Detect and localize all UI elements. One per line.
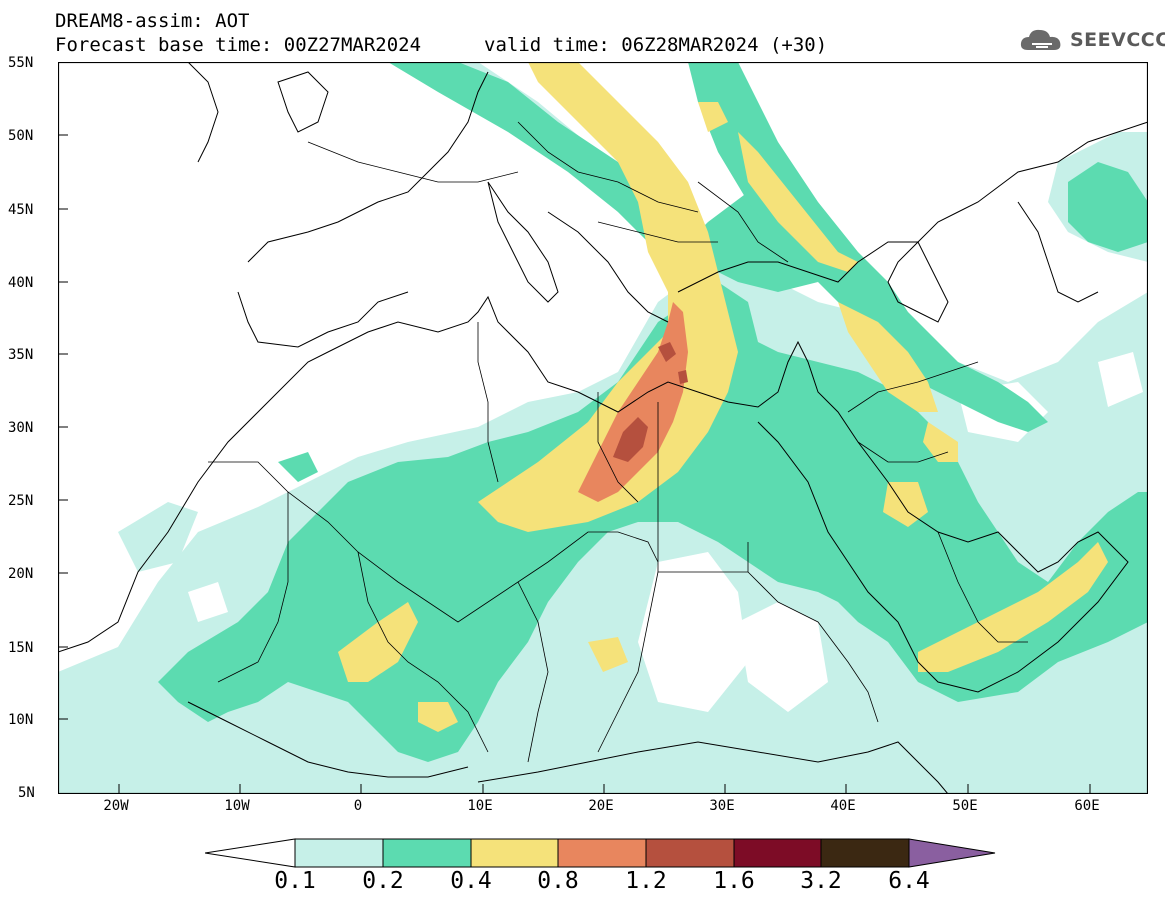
lon-label-10w: 10W bbox=[224, 798, 250, 814]
aot-map bbox=[57, 61, 1149, 795]
lat-label-40n: 40N bbox=[8, 275, 34, 291]
lat-label-50n: 50N bbox=[8, 128, 34, 144]
colorbar-swatch-3 bbox=[557, 838, 647, 868]
lat-label-15n: 15N bbox=[8, 640, 34, 656]
colorbar-under-arrow bbox=[204, 838, 296, 868]
colorbar-swatch-5 bbox=[733, 838, 822, 868]
lat-label-25n: 25N bbox=[8, 493, 34, 509]
colorbar-swatch-0 bbox=[294, 838, 384, 868]
aot-map-canvas bbox=[57, 61, 1149, 795]
colorbar-swatch-6 bbox=[820, 838, 910, 868]
lon-label-20e: 20E bbox=[588, 798, 614, 814]
forecast-base-time: Forecast base time: 00Z27MAR2024 bbox=[55, 34, 422, 56]
colorbar-label-1.2: 1.2 bbox=[625, 868, 667, 894]
seevccc-logo: SEEVCCC bbox=[1018, 24, 1165, 56]
lon-label-10e: 10E bbox=[467, 798, 493, 814]
lat-label-20n: 20N bbox=[8, 566, 34, 582]
colorbar-swatch-1 bbox=[382, 838, 472, 868]
map-frame bbox=[57, 61, 1149, 795]
lon-label-0: 0 bbox=[353, 798, 363, 814]
cloud-icon bbox=[1020, 29, 1061, 50]
colorbar-swatch-2 bbox=[470, 838, 559, 868]
colorbar-label-0.8: 0.8 bbox=[537, 868, 579, 894]
axis-ticks bbox=[58, 134, 1091, 794]
colorbar-label-6.4: 6.4 bbox=[888, 868, 930, 894]
colorbar-over-arrow bbox=[908, 838, 996, 868]
colorbar-label-1.6: 1.6 bbox=[713, 868, 755, 894]
aot-field-1.2 bbox=[613, 342, 688, 462]
lon-label-50e: 50E bbox=[952, 798, 978, 814]
colorbar-label-3.2: 3.2 bbox=[800, 868, 842, 894]
lat-label-45n: 45N bbox=[8, 202, 34, 218]
coastlines bbox=[58, 62, 1148, 794]
borders bbox=[208, 121, 1028, 763]
colorbar-label-0.2: 0.2 bbox=[362, 868, 404, 894]
lat-label-55n: 55N bbox=[8, 55, 34, 71]
colorbar-label-0.1: 0.1 bbox=[274, 868, 316, 894]
valid-time: valid time: 06Z28MAR2024 (+30) bbox=[484, 34, 828, 56]
colorbar bbox=[204, 838, 1000, 872]
lon-label-40e: 40E bbox=[830, 798, 856, 814]
lon-label-60e: 60E bbox=[1074, 798, 1100, 814]
colorbar-label-0.4: 0.4 bbox=[450, 868, 492, 894]
lon-label-20w: 20W bbox=[103, 798, 129, 814]
lon-label-30e: 30E bbox=[709, 798, 735, 814]
colorbar-swatch-4 bbox=[645, 838, 735, 868]
colorbar-svg bbox=[204, 838, 996, 868]
lat-label-35n: 35N bbox=[8, 347, 34, 363]
lat-label-30n: 30N bbox=[8, 420, 34, 436]
lat-label-10n: 10N bbox=[8, 712, 34, 728]
lat-label-5n: 5N bbox=[18, 785, 35, 801]
map-title: DREAM8-assim: AOT bbox=[55, 10, 250, 32]
logo-text: SEEVCCC bbox=[1070, 29, 1165, 51]
